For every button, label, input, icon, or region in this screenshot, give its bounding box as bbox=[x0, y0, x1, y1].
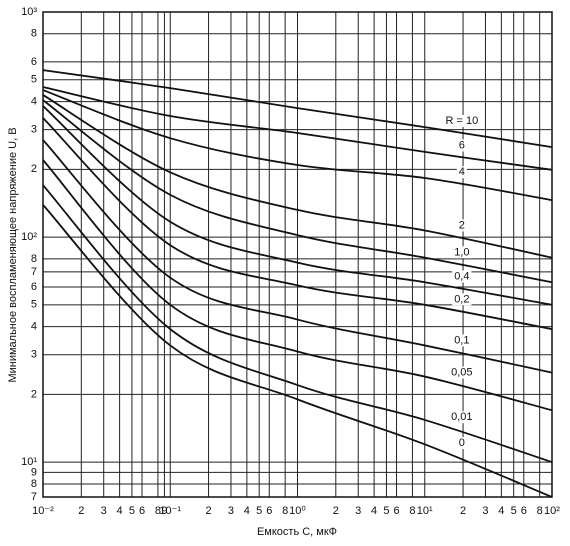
series-label-bg bbox=[443, 115, 481, 128]
curve bbox=[42, 117, 553, 330]
series-label: 0,01 bbox=[451, 411, 472, 423]
y-tick-label: 5 bbox=[31, 299, 37, 311]
x-tick-label: 6 bbox=[521, 505, 527, 517]
series-label: 6 bbox=[459, 139, 465, 151]
x-tick-label: 3 bbox=[482, 505, 488, 517]
x-tick-label: 8 bbox=[282, 505, 288, 517]
x-tick-label: 5 bbox=[383, 505, 389, 517]
x-tick-label: 4 bbox=[371, 505, 377, 517]
series-label: 0,1 bbox=[454, 334, 469, 346]
y-tick-label: 3 bbox=[31, 124, 37, 136]
curve bbox=[42, 86, 553, 171]
x-tick-label: 2 bbox=[333, 505, 339, 517]
series-label-bg bbox=[452, 270, 472, 283]
x-tick-label: 4 bbox=[117, 505, 123, 517]
x-tick-label: 10⁰ bbox=[289, 505, 306, 517]
y-tick-label: 6 bbox=[31, 56, 37, 68]
x-tick-label: 8 bbox=[409, 505, 415, 517]
x-tick-label: 2 bbox=[205, 505, 211, 517]
series-label-bg bbox=[449, 411, 475, 424]
y-tick-label: 10² bbox=[21, 231, 37, 243]
y-tick-label: 4 bbox=[31, 95, 37, 107]
y-tick-label: 10³ bbox=[21, 6, 37, 18]
x-tick-label: 4 bbox=[244, 505, 250, 517]
y-tick-label: 9 bbox=[31, 466, 37, 478]
series-label: R = 10 bbox=[445, 115, 478, 127]
x-tick-label: 3 bbox=[101, 505, 107, 517]
y-tick-label: 8 bbox=[31, 28, 37, 40]
series-label-bg bbox=[449, 366, 475, 379]
x-tick-label: 8 bbox=[155, 505, 161, 517]
y-tick-label: 8 bbox=[31, 478, 37, 490]
x-tick-label: 10¹ bbox=[417, 505, 433, 517]
x-tick-label: 6 bbox=[393, 505, 399, 517]
x-tick-label: 6 bbox=[266, 505, 272, 517]
series-label-bg bbox=[452, 246, 472, 259]
curve bbox=[42, 69, 553, 149]
series-label-bg bbox=[456, 437, 467, 450]
x-tick-label: 5 bbox=[511, 505, 517, 517]
x-tick-label: 4 bbox=[498, 505, 504, 517]
curve bbox=[42, 139, 553, 374]
x-tick-label: 10² bbox=[544, 505, 560, 517]
curve bbox=[42, 105, 553, 306]
curve bbox=[42, 89, 553, 201]
series-label: 0,2 bbox=[454, 293, 469, 305]
series-label: 2 bbox=[459, 219, 465, 231]
curve bbox=[42, 159, 553, 412]
x-axis-label: Емкость C, мкФ bbox=[257, 526, 337, 538]
curve bbox=[42, 94, 553, 259]
curve bbox=[42, 184, 553, 463]
x-tick-label: 3 bbox=[228, 505, 234, 517]
y-tick-label: 2 bbox=[31, 163, 37, 175]
x-tick-label: 9 bbox=[161, 505, 167, 517]
y-tick-label: 7 bbox=[31, 266, 37, 278]
y-axis-label: Минимальное воспламеняющее напряжение U,… bbox=[7, 127, 19, 382]
x-tick-label: 10⁻² bbox=[32, 505, 54, 517]
curve bbox=[42, 204, 553, 498]
series-label: 0 bbox=[459, 437, 465, 449]
series-label: 0,4 bbox=[454, 271, 469, 283]
series-label-bg bbox=[452, 293, 472, 306]
y-tick-label: 3 bbox=[31, 349, 37, 361]
series-label: 4 bbox=[459, 166, 465, 178]
series-label: 0,05 bbox=[451, 367, 472, 379]
x-tick-label: 2 bbox=[78, 505, 84, 517]
x-tick-label: 3 bbox=[355, 505, 361, 517]
y-tick-label: 5 bbox=[31, 74, 37, 86]
series-label: 1,0 bbox=[454, 246, 469, 258]
series-label-bg bbox=[456, 166, 467, 179]
y-tick-label: 10¹ bbox=[21, 456, 37, 468]
series-label-bg bbox=[452, 334, 472, 347]
x-tick-label: 10⁻¹ bbox=[159, 505, 181, 517]
plot-frame bbox=[42, 11, 553, 498]
x-tick-label: 8 bbox=[537, 505, 543, 517]
series-label-bg bbox=[456, 139, 467, 152]
y-tick-label: 6 bbox=[31, 281, 37, 293]
x-tick-label: 5 bbox=[256, 505, 262, 517]
x-tick-label: 5 bbox=[129, 505, 135, 517]
y-tick-label: 4 bbox=[31, 321, 37, 333]
series-label-bg bbox=[456, 219, 467, 232]
y-tick-label: 8 bbox=[31, 253, 37, 265]
curve bbox=[42, 99, 553, 284]
y-tick-label: 2 bbox=[31, 388, 37, 400]
x-tick-label: 2 bbox=[460, 505, 466, 517]
y-tick-label: 7 bbox=[31, 491, 37, 503]
x-tick-label: 6 bbox=[139, 505, 145, 517]
